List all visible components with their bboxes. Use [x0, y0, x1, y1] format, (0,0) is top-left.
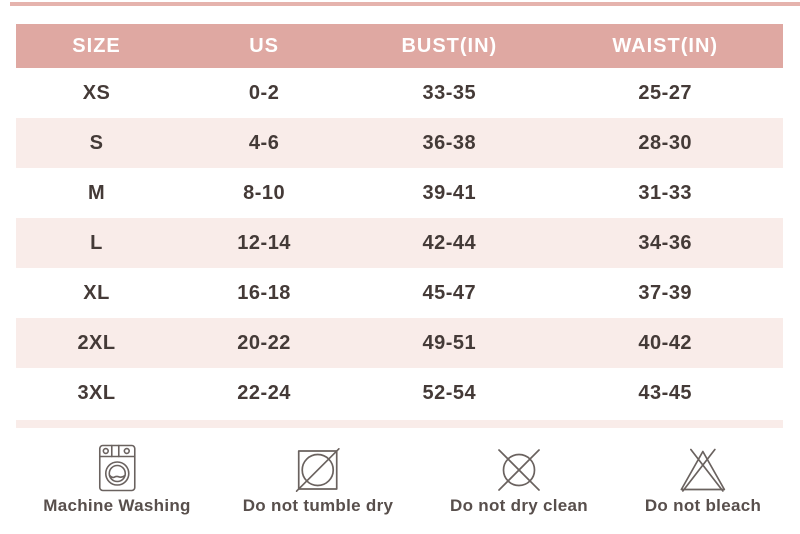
bust-cell: 42-44	[422, 231, 477, 254]
care-label: Do not dry clean	[450, 496, 588, 515]
waist-cell: 43-45	[638, 381, 693, 404]
size-cell: XS	[82, 81, 111, 104]
us-cell: 12-14	[237, 231, 291, 254]
bust-cell: 45-47	[422, 281, 477, 304]
care-label: Do not tumble dry	[242, 496, 394, 515]
care-item-do-not-tumble-dry: Do not tumble dry	[243, 444, 394, 516]
do-not-tumble-dry-icon	[243, 444, 394, 492]
size-table: SIZE US BUST(IN) WAIST(IN) XS 0-2 33-35 …	[16, 24, 783, 428]
care-item-do-not-bleach: Do not bleach	[645, 444, 761, 516]
care-label: Machine Washing	[43, 496, 191, 515]
size-cell: S	[89, 131, 104, 154]
column-header-bust: BUST(IN)	[401, 34, 498, 57]
us-cell: 4-6	[248, 131, 280, 154]
waist-cell: 25-27	[638, 81, 693, 104]
top-edge-strip	[10, 2, 800, 6]
table-row-xs: XS 0-2 33-35 25-27	[16, 68, 783, 118]
us-cell: 0-2	[248, 81, 280, 104]
table-row-2xl: 2XL 20-22 49-51 40-42	[16, 318, 783, 368]
size-cell: M	[87, 181, 106, 204]
size-cell: 3XL	[77, 381, 116, 404]
us-cell: 16-18	[237, 281, 291, 304]
size-cell: XL	[83, 281, 110, 304]
size-cell: 2XL	[77, 331, 116, 354]
care-label: Do not bleach	[644, 496, 762, 515]
us-cell: 22-24	[237, 381, 291, 404]
column-header-waist: WAIST(IN)	[612, 34, 719, 57]
waist-cell: 28-30	[638, 131, 693, 154]
bust-cell: 49-51	[422, 331, 477, 354]
us-cell: 8-10	[243, 181, 286, 204]
bust-cell: 33-35	[422, 81, 477, 104]
column-header-us: US	[249, 34, 279, 57]
table-header-row: SIZE US BUST(IN) WAIST(IN)	[16, 24, 783, 68]
table-row-3xl: 3XL 22-24 52-54 43-45	[16, 368, 783, 418]
waist-cell: 37-39	[638, 281, 693, 304]
us-cell: 20-22	[237, 331, 291, 354]
bust-cell: 52-54	[422, 381, 477, 404]
next-row-sliver	[16, 420, 783, 428]
machine-wash-icon	[43, 444, 190, 492]
do-not-bleach-icon	[645, 444, 761, 492]
table-row-s: S 4-6 36-38 28-30	[16, 118, 783, 168]
do-not-dry-clean-icon	[450, 444, 588, 492]
table-row-m: M 8-10 39-41 31-33	[16, 168, 783, 218]
bust-cell: 36-38	[422, 131, 477, 154]
waist-cell: 40-42	[638, 331, 693, 354]
table-row-xl: XL 16-18 45-47 37-39	[16, 268, 783, 318]
bust-cell: 39-41	[422, 181, 477, 204]
table-row-l: L 12-14 42-44 34-36	[16, 218, 783, 268]
care-item-machine-washing: Machine Washing	[43, 444, 190, 516]
size-cell: L	[90, 231, 103, 254]
care-item-do-not-dry-clean: Do not dry clean	[450, 444, 588, 516]
waist-cell: 34-36	[638, 231, 693, 254]
waist-cell: 31-33	[638, 181, 693, 204]
column-header-size: SIZE	[72, 34, 121, 57]
